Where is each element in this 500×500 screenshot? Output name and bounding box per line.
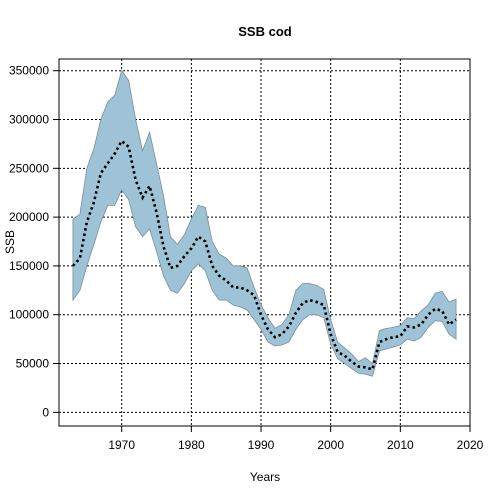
x-tick-label: 2020	[457, 438, 484, 452]
x-axis-label: Years	[250, 470, 280, 484]
x-tick-label: 2010	[387, 438, 414, 452]
y-tick-label: 0	[42, 405, 49, 419]
y-tick-label: 200000	[9, 210, 49, 224]
y-axis-label: SSB	[3, 230, 17, 254]
chart-title: SSB cod	[238, 24, 292, 39]
x-axis: 1970 1980 1990 2000 2010 2020	[108, 426, 484, 452]
y-tick-label: 150000	[9, 259, 49, 273]
y-tick-label: 350000	[9, 64, 49, 78]
y-tick-label: 100000	[9, 308, 49, 322]
y-tick-label: 300000	[9, 113, 49, 127]
y-tick-label: 50000	[16, 357, 50, 371]
grid	[59, 59, 471, 426]
confidence-band	[72, 69, 457, 377]
x-tick-label: 1990	[248, 438, 275, 452]
y-axis: 0 50000 100000 150000 200000 250000 300000 3500…	[9, 64, 59, 419]
x-tick-label: 1970	[108, 438, 135, 452]
plot-frame	[58, 58, 471, 427]
x-tick-label: 1980	[178, 438, 205, 452]
y-tick-label: 250000	[9, 161, 49, 175]
x-tick-label: 2000	[317, 438, 344, 452]
ssb-estimate-line	[71, 138, 457, 372]
